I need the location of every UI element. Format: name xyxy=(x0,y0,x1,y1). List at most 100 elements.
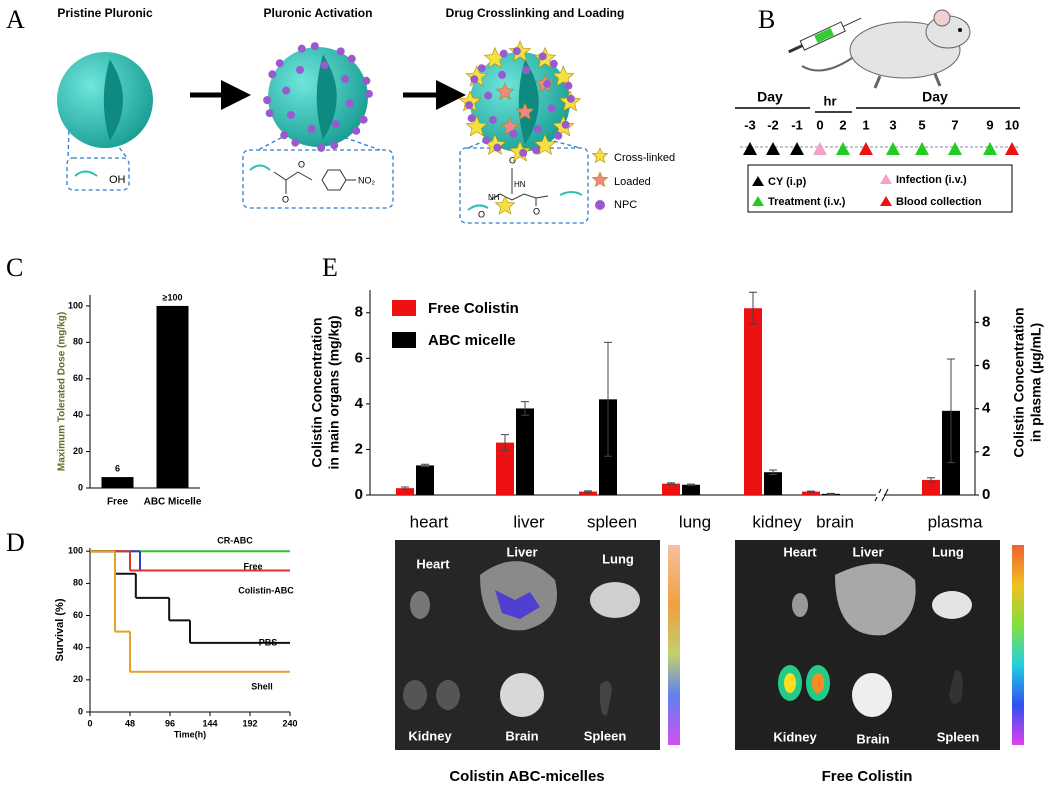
error-bar xyxy=(807,490,815,493)
npc-dot xyxy=(549,59,558,68)
chem-label: NH xyxy=(488,193,500,202)
npc-dot xyxy=(320,61,329,70)
timepoint-label: 2 xyxy=(839,117,846,132)
bar xyxy=(396,488,414,495)
axes xyxy=(369,290,975,496)
chem xyxy=(74,164,583,211)
x-tick-label: lung xyxy=(679,512,711,531)
legend-label: NPC xyxy=(614,199,637,211)
value-label: ≥100 xyxy=(163,292,183,302)
y-tick-label: 100 xyxy=(68,546,83,556)
legend-label: Blood collection xyxy=(896,196,982,208)
error-bar xyxy=(501,434,509,452)
legend-swatch xyxy=(392,332,416,348)
timepoint-marker xyxy=(948,142,962,155)
chem-label: HN xyxy=(514,180,526,189)
star xyxy=(591,171,609,188)
star xyxy=(494,195,516,215)
npc-dot xyxy=(297,44,306,53)
npc-dot xyxy=(317,143,326,152)
npc-dot xyxy=(509,129,518,138)
npc-dot xyxy=(275,59,284,68)
x-tick-label: kidney xyxy=(752,512,802,531)
organ-label: Heart xyxy=(783,544,817,559)
bar xyxy=(416,465,434,495)
timepoint-label: 10 xyxy=(1005,117,1019,132)
panel-label: D xyxy=(6,528,25,557)
star xyxy=(465,115,488,137)
bar xyxy=(744,308,762,495)
organ-label: Liver xyxy=(506,544,537,559)
npc-dot xyxy=(282,86,291,95)
y-tick-label: 60 xyxy=(73,373,83,383)
chem-label: O xyxy=(298,159,305,169)
axis-title: Survival (%) xyxy=(54,598,66,661)
x-tick-label: 96 xyxy=(165,718,175,728)
npc-dot xyxy=(538,52,547,61)
npc-dot xyxy=(470,75,479,84)
y-tick-label: 4 xyxy=(982,400,991,417)
organ-label: Brain xyxy=(856,731,889,746)
timepoint-label: -2 xyxy=(767,117,779,132)
y-tick-label: 40 xyxy=(73,642,83,652)
timepoint-label: 7 xyxy=(951,117,958,132)
error-bar xyxy=(827,492,835,495)
timepoint-label: 3 xyxy=(889,117,896,132)
npc-dot xyxy=(543,80,552,89)
timepoint-marker xyxy=(915,142,929,155)
bar xyxy=(682,484,700,495)
npc-dot xyxy=(499,49,508,58)
organ-label: Lung xyxy=(602,551,634,566)
timepoint-label: 0 xyxy=(816,117,823,132)
npc-dot xyxy=(347,54,356,63)
chem-label: O xyxy=(509,155,516,165)
chem-label: OH xyxy=(109,174,126,186)
organ-label: Kidney xyxy=(773,729,817,744)
npc-dot xyxy=(482,136,491,145)
x-tick-label: 48 xyxy=(125,718,135,728)
timeline-header: Day xyxy=(757,89,783,105)
organs xyxy=(778,563,972,717)
axis-title: Colistin Concentration xyxy=(309,317,325,467)
panel-label: C xyxy=(6,253,23,282)
error-bar xyxy=(521,401,529,416)
image-title: Free Colistin xyxy=(822,768,913,785)
panel-b: Day hr Day CY (i.p) Infection (i.v.) Tre… xyxy=(735,9,1020,213)
x-tick-label: heart xyxy=(410,512,449,531)
error-bar xyxy=(584,490,592,493)
timepoint-label: 1 xyxy=(862,117,869,132)
error-bar xyxy=(749,291,757,325)
x-tick-label: 192 xyxy=(242,718,257,728)
timepoint-marker xyxy=(983,142,997,155)
timeline-header: Day xyxy=(922,89,948,105)
npc-dot xyxy=(465,101,474,110)
timepoint-label: -3 xyxy=(744,117,756,132)
panel-a: Pristine Pluronic Pluronic Activation Dr… xyxy=(57,6,675,224)
axis-title: in main organs (mg/kg) xyxy=(326,315,342,469)
organ-label: Brain xyxy=(505,728,538,743)
y-tick-label: 0 xyxy=(982,486,990,503)
timeline-header: hr xyxy=(824,93,837,108)
timepoint-label: 9 xyxy=(986,117,993,132)
organ-label: Heart xyxy=(416,556,450,571)
npc-dot xyxy=(532,146,541,155)
axis-title: in plasma (µg/mL) xyxy=(1028,323,1044,442)
organ-label: Lung xyxy=(932,544,964,559)
axis-title: Maximum Tolerated Dose (mg/kg) xyxy=(57,312,68,471)
colorbar xyxy=(668,545,680,745)
y-tick-label: 6 xyxy=(355,349,363,366)
bar xyxy=(764,472,782,495)
x-tick-label: brain xyxy=(816,512,854,531)
npc-dot xyxy=(498,70,507,79)
timepoint-marker xyxy=(790,142,804,155)
npc-dot xyxy=(286,110,295,119)
npc-dot xyxy=(564,81,573,90)
npc-dot xyxy=(296,65,305,74)
legend-label: Shell xyxy=(251,681,273,691)
bar xyxy=(802,491,820,495)
legend-label: Free xyxy=(243,561,262,571)
error-bar xyxy=(769,469,777,475)
error-bar xyxy=(401,486,409,490)
axis-break-gap xyxy=(876,493,884,497)
legend-label: Cross-linked xyxy=(614,152,675,164)
